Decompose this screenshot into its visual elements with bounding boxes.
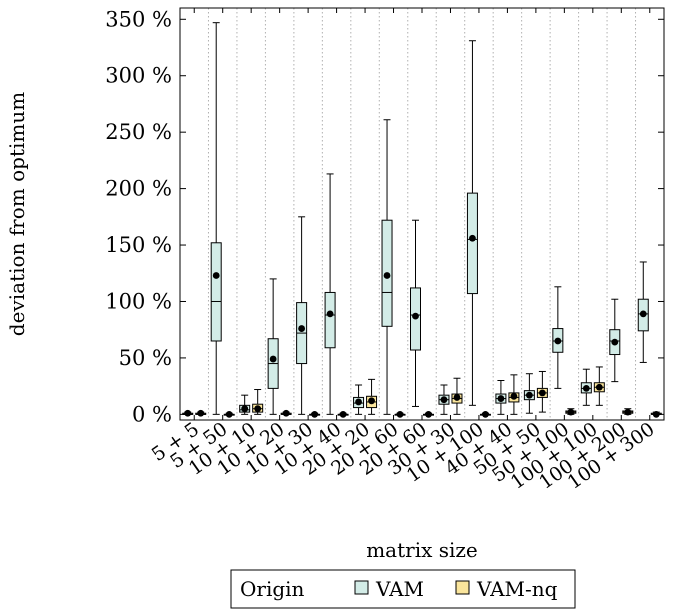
box-mean-point <box>383 272 391 279</box>
box-mean-point <box>241 405 249 413</box>
box-mean-point <box>652 410 660 418</box>
y-tick-label: 200 % <box>105 177 172 201</box>
legend-swatch-vam <box>354 580 369 595</box>
box-iqr <box>324 291 336 349</box>
box-mean-point <box>497 395 505 402</box>
legend-label-vam-nq: VAM-nq <box>476 577 558 601</box>
box-mean-point <box>339 410 347 418</box>
y-tick-label: 300 % <box>105 64 172 88</box>
y-axis-label: deviation from optimum <box>5 92 29 336</box>
box-mean-point <box>453 394 461 401</box>
box-mean-point <box>282 409 290 417</box>
box-mean-point <box>412 312 419 320</box>
box-mean-point <box>326 310 334 318</box>
box-mean-point <box>639 310 647 318</box>
y-tick-label: 250 % <box>105 120 172 144</box>
y-tick-label: 100 % <box>105 289 172 313</box>
y-tick-label: 0 % <box>132 402 172 426</box>
box-mean-point <box>624 408 632 416</box>
box-mean-point <box>595 383 603 391</box>
box-mean-point <box>567 408 575 416</box>
box-mean-point <box>425 410 432 418</box>
box-mean-point <box>197 409 205 417</box>
y-tick-label: 150 % <box>105 233 172 257</box>
box-mean-point <box>611 338 619 346</box>
box-mean-point <box>355 398 362 406</box>
box-mean-point <box>254 405 262 413</box>
box-mean-point <box>225 410 233 418</box>
box-mean-point <box>538 389 546 397</box>
legend-label-vam: VAM <box>375 577 424 601</box>
box-mean-point <box>269 355 277 363</box>
box-mean-point <box>510 392 518 400</box>
box-mean-point <box>212 272 220 279</box>
y-axis: 0 % 50 % 100 % 150 % 200 % 250 % 300 % 350 % <box>105 7 664 426</box>
box-mean-point <box>396 410 404 418</box>
plot-frame <box>179 7 665 421</box>
box-mean-point <box>554 337 562 345</box>
box-mean-point <box>298 325 306 332</box>
box-iqr <box>210 242 222 342</box>
box-mean-point <box>368 397 375 405</box>
box-mean-point <box>184 409 192 417</box>
box-mean-point <box>582 384 590 392</box>
box-mean-point <box>440 396 448 404</box>
x-axis-label: matrix size <box>366 538 478 562</box>
boxes-layer <box>182 22 662 418</box>
legend: Origin VAM VAM-nq <box>230 569 576 609</box>
y-tick-label: 50 % <box>119 346 172 370</box>
box-mean-point <box>311 410 319 418</box>
y-tick-label: 350 % <box>105 7 172 31</box>
box-mean-point <box>482 410 489 418</box>
grid-layer <box>207 8 637 420</box>
box-mean-point <box>525 391 533 399</box>
legend-frame <box>230 569 576 609</box>
legend-swatch-vam-nq <box>455 580 470 595</box>
box-mean-point <box>469 234 476 242</box>
box-iqr <box>466 192 478 295</box>
legend-title: Origin <box>240 577 305 601</box>
